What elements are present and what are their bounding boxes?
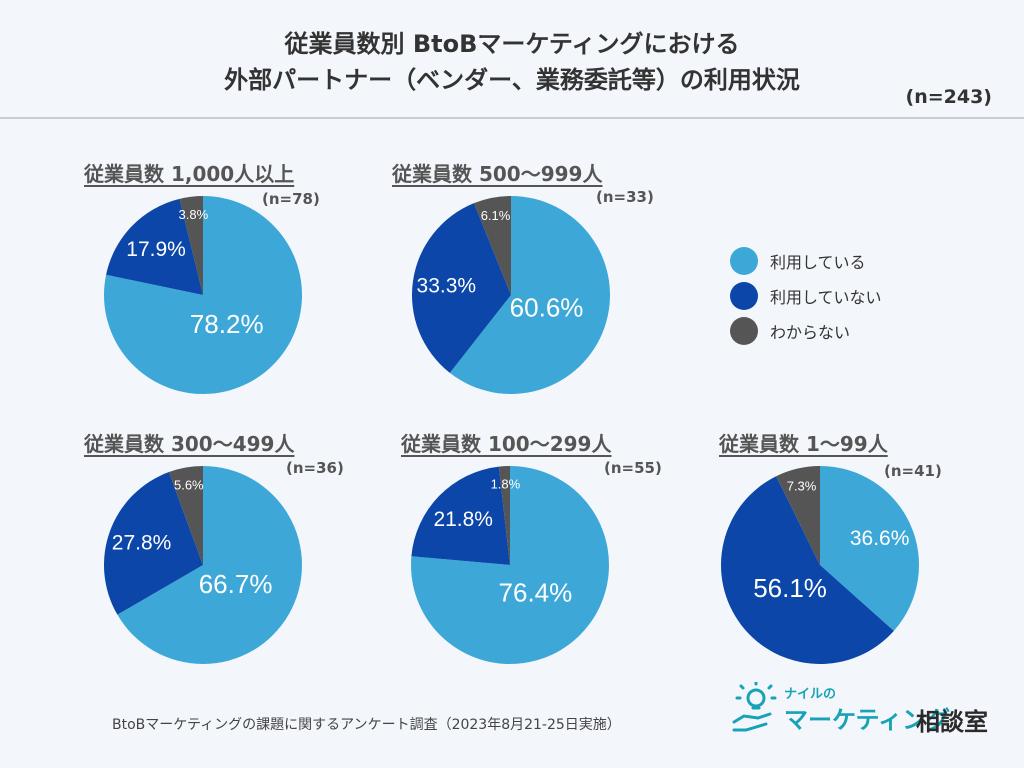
chart-n-500-999: (n=33): [596, 188, 654, 206]
slice-not-using: [106, 198, 203, 295]
data-label-unknown: 3.8%: [179, 207, 209, 222]
data-label-not-using: 33.3%: [417, 274, 477, 297]
slice-using: [820, 466, 919, 631]
divider: [0, 117, 1024, 119]
legend-item-using: 利用している: [730, 243, 882, 278]
lightbulb-hand-icon: [732, 682, 777, 732]
slice-not-using: [721, 476, 894, 664]
legend-label-not-using: 利用していない: [770, 287, 882, 307]
data-label-not-using: 21.8%: [433, 508, 493, 531]
logo-kanji-text: 相談室: [916, 708, 988, 736]
legend: 利用している 利用していない わからない: [730, 243, 882, 348]
slice-unknown: [179, 196, 203, 295]
slice-not-using: [411, 466, 510, 565]
pie-chart-300-499: 66.7% 27.8% 5.6%: [103, 466, 303, 664]
data-label-using: 60.6%: [510, 292, 584, 322]
chart-title-100-299: 従業員数 100〜299人: [401, 432, 612, 456]
chart-title-300-499: 従業員数 300〜499人: [84, 432, 295, 456]
legend-label-using: 利用している: [770, 252, 866, 272]
brand-logo: ナイルの マーケティング 相談室: [730, 680, 1000, 740]
chart-title-1000-plus: 従業員数 1,000人以上: [84, 162, 295, 186]
slice-using: [449, 196, 610, 394]
legend-label-unknown: わからない: [770, 322, 851, 342]
data-label-not-using: 27.8%: [112, 531, 172, 554]
pie-chart-1000-plus: 78.2% 17.9% 3.8%: [104, 196, 302, 394]
slice-not-using: [412, 203, 511, 373]
legend-swatch-not-using: [730, 281, 758, 310]
slice-not-using: [103, 472, 203, 615]
data-label-not-using: 56.1%: [753, 573, 827, 603]
data-label-using: 36.6%: [850, 527, 910, 550]
legend-item-not-using: 利用していない: [730, 278, 882, 313]
data-label-unknown: 1.8%: [491, 476, 521, 491]
slice-unknown: [168, 466, 203, 565]
data-label-unknown: 6.1%: [481, 208, 511, 223]
total-sample-size: (n=243): [905, 86, 992, 108]
data-label-unknown: 7.3%: [787, 478, 817, 493]
pie-chart-500-999: 60.6% 33.3% 6.1%: [412, 196, 610, 394]
title-line-1: 従業員数別 BtoBマーケティングにおける: [284, 30, 740, 58]
slice-using: [117, 466, 303, 664]
data-label-using: 66.7%: [199, 569, 273, 599]
logo-main-text: マーケティング: [784, 706, 951, 734]
chart-n-100-299: (n=55): [604, 459, 662, 477]
chart-title-500-999: 従業員数 500〜999人: [392, 162, 603, 186]
data-label-using: 76.4%: [499, 578, 573, 608]
pie-chart-1-99: 36.6% 56.1% 7.3%: [721, 466, 919, 664]
legend-swatch-using: [730, 246, 758, 275]
data-label-not-using: 17.9%: [126, 238, 186, 261]
chart-n-1000-plus: (n=78): [262, 190, 320, 208]
pie-chart-100-299: 76.4% 21.8% 1.8%: [411, 466, 609, 664]
page-title: 従業員数別 BtoBマーケティングにおける 外部パートナー（ベンダー、業務委託等…: [0, 26, 1024, 98]
data-label-unknown: 5.6%: [174, 478, 204, 493]
legend-item-unknown: わからない: [730, 313, 882, 348]
chart-n-1-99: (n=41): [884, 462, 942, 480]
title-line-2: 外部パートナー（ベンダー、業務委託等）の利用状況: [224, 66, 800, 94]
source-note: BtoBマーケティングの課題に関するアンケート調査（2023年8月21-25日実…: [112, 717, 621, 733]
chart-title-1-99: 従業員数 1〜99人: [719, 432, 888, 456]
logo-sub-text: ナイルの: [784, 687, 837, 702]
chart-n-300-499: (n=36): [286, 459, 344, 477]
slice-unknown: [776, 466, 820, 565]
slice-unknown: [473, 196, 511, 295]
slice-unknown: [498, 466, 510, 565]
data-label-using: 78.2%: [190, 309, 264, 339]
legend-swatch-unknown: [730, 316, 758, 345]
